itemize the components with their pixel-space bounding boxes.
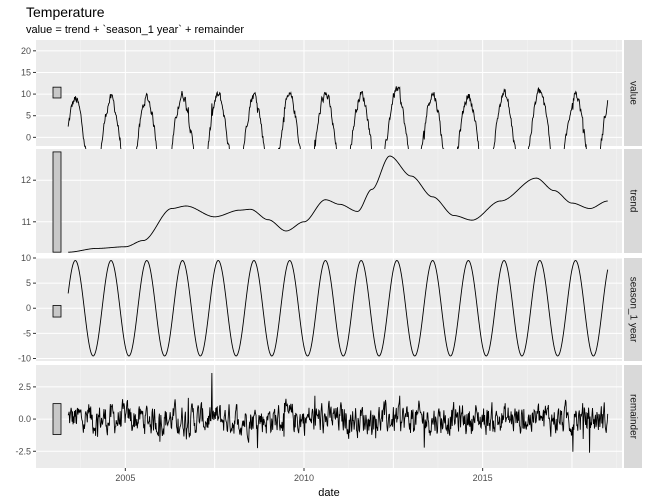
series-line-season-1-year bbox=[67, 260, 609, 357]
y-tick-label: -2.5 bbox=[15, 446, 31, 456]
x-tick-label: 2010 bbox=[294, 473, 314, 483]
facet-label: trend bbox=[627, 190, 638, 213]
y-tick-label: 5 bbox=[26, 278, 31, 288]
y-tick-label: 5 bbox=[26, 111, 31, 121]
y-tick-label: 2.5 bbox=[18, 382, 31, 392]
facet-strip bbox=[624, 258, 642, 361]
y-tick-label: 20 bbox=[21, 46, 31, 56]
y-tick-label: 10 bbox=[21, 253, 31, 263]
y-tick-label: 0 bbox=[26, 303, 31, 313]
facet-label: remainder bbox=[627, 394, 638, 440]
x-axis-label: date bbox=[318, 487, 339, 499]
x-tick-label: 2005 bbox=[115, 473, 135, 483]
y-tick-label: 10 bbox=[21, 89, 31, 99]
y-tick-label: 0 bbox=[26, 132, 31, 142]
series-line-remainder bbox=[67, 373, 609, 453]
facet-strip bbox=[624, 365, 642, 468]
facet-strip bbox=[624, 40, 642, 146]
facet-strip bbox=[624, 149, 642, 253]
facet-label: season_1 year bbox=[627, 277, 638, 343]
panel-background bbox=[36, 40, 622, 146]
series-line-trend bbox=[68, 155, 608, 253]
scale-bar bbox=[52, 305, 62, 318]
scale-bar bbox=[52, 151, 62, 253]
panel-background bbox=[36, 149, 622, 253]
facet-label: value bbox=[627, 81, 638, 105]
scale-bar bbox=[52, 403, 62, 435]
y-tick-label: 12 bbox=[21, 175, 31, 185]
scale-bar bbox=[52, 86, 62, 99]
y-tick-label: 0.0 bbox=[18, 414, 31, 424]
x-tick-label: 2015 bbox=[473, 473, 493, 483]
panel-background bbox=[36, 258, 622, 361]
y-tick-label: 15 bbox=[21, 67, 31, 77]
y-tick-label: -10 bbox=[18, 353, 31, 363]
y-tick-label: 11 bbox=[22, 217, 31, 227]
chart-subtitle: value = trend + `season_1 year` + remain… bbox=[26, 24, 244, 36]
chart-title: Temperature bbox=[26, 4, 105, 20]
y-tick-label: -5 bbox=[23, 328, 31, 338]
